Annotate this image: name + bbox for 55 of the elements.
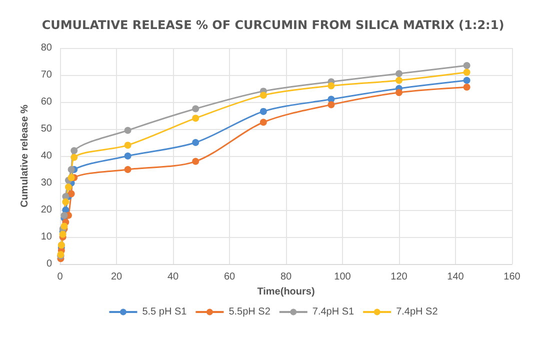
point [396,89,402,96]
y-tick-label: 20 [40,204,52,216]
chart-title: CUMULATIVE RELEASE % OF CURCUMIN FROM SILICA MATRIX (1:2:1) [42,18,504,32]
point [192,139,200,146]
legend-label: 7.4pH S1 [312,306,355,318]
point [328,101,335,108]
y-tick-label: 40 [40,150,52,162]
legend-label: 5.5 pH S1 [142,306,188,318]
point [192,105,200,112]
y-tick-label: 70 [40,70,52,80]
x-axis-title: Time(hours) [257,286,315,298]
x-tick-label: 100 [334,272,352,282]
x-tick-label: 80 [280,272,292,282]
point [463,62,470,70]
point [70,154,78,161]
point [260,108,267,115]
legend-label: 7.4pH S2 [396,306,438,318]
x-tick-label: 120 [390,272,408,282]
y-axis-title: Cumulative release % [19,104,30,208]
point [192,114,200,122]
y-tick-label: 10 [40,232,52,242]
point [68,174,75,182]
point [260,118,267,126]
point [124,142,132,149]
point [68,190,75,198]
x-tick-label: 20 [110,272,122,282]
point [124,166,132,173]
point [328,82,335,90]
point [396,70,402,78]
x-tick-label: 60 [224,272,236,282]
point [260,92,267,99]
x-tick-label: 140 [447,272,464,282]
y-tick-label: 30 [40,178,52,188]
point [192,158,200,165]
y-tick-label: 60 [40,96,52,108]
point [68,166,75,173]
point [124,152,132,160]
point [124,126,132,134]
point [59,230,66,238]
point [396,76,402,84]
x-tick-label: 40 [167,272,179,282]
point [463,76,470,84]
point [60,222,68,230]
point [62,198,70,206]
x-tick-label: 160 [504,272,521,282]
y-tick-label: 50 [40,124,52,134]
x-tick-label: 0 [57,272,64,282]
point [64,184,72,191]
point [463,68,470,76]
point [60,212,68,219]
legend-label: 5.5pH S2 [228,306,271,318]
y-tick-label: 0 [46,258,52,270]
point [463,84,470,91]
y-tick-label: 80 [40,42,52,54]
point [70,147,78,154]
